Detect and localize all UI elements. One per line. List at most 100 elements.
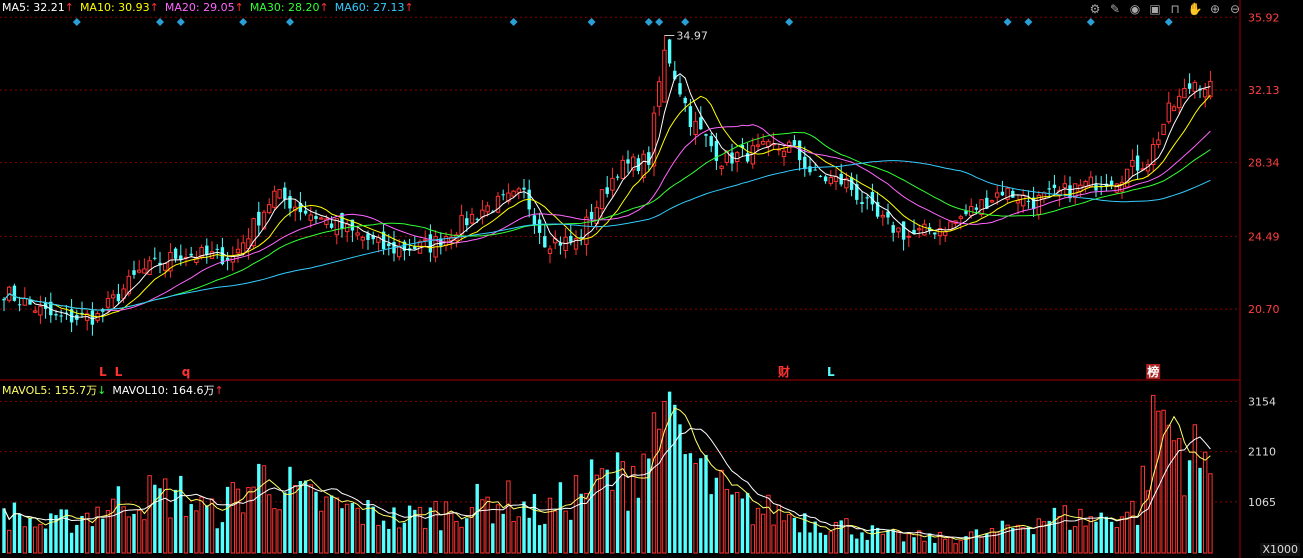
volume-bar: [880, 533, 885, 554]
candle-body: [1151, 144, 1156, 165]
volume-bar: [1145, 490, 1151, 554]
volume-bar: [813, 521, 817, 553]
volume-bar: [194, 510, 199, 554]
volume-bar: [937, 531, 943, 554]
volume-bar: [917, 530, 922, 554]
volume-bar: [1125, 511, 1130, 554]
diamond-marker: [1003, 18, 1012, 26]
candle-body: [443, 235, 449, 247]
volume-bar: [912, 537, 916, 553]
volume-bar: [1031, 534, 1036, 553]
volume-bar: [272, 508, 277, 554]
candle-body: [199, 246, 204, 258]
volume-bar: [1005, 524, 1010, 554]
candle-body: [933, 232, 937, 235]
volume-bar: [745, 493, 750, 553]
volume-bar: [797, 532, 802, 553]
candle-body: [1041, 192, 1047, 200]
candle-body: [719, 165, 724, 169]
pen-icon[interactable]: ✎: [1109, 2, 1121, 16]
candle-body: [818, 175, 823, 177]
volume-bar: [896, 530, 901, 554]
volume-bar: [667, 391, 672, 553]
diamond-marker: [681, 18, 690, 26]
candle-body: [569, 235, 573, 242]
volume-bar: [828, 531, 833, 554]
candle-body: [678, 83, 682, 95]
volume-bar: [933, 542, 937, 553]
volume-bar: [132, 513, 136, 553]
eye-icon[interactable]: ◉: [1129, 2, 1141, 16]
candle-body: [1130, 159, 1135, 167]
volume-bar: [1192, 424, 1197, 554]
lock-icon[interactable]: ⊓: [1170, 2, 1180, 16]
event-marker: 榜: [1147, 364, 1159, 379]
volume-bar: [12, 502, 17, 553]
candle-body: [875, 202, 880, 217]
candle-body: [1187, 83, 1192, 89]
candle-body: [511, 190, 516, 197]
volume-bar: [1104, 516, 1109, 553]
volume-bar: [392, 507, 396, 553]
candle-body: [272, 190, 277, 208]
candle-body: [1125, 168, 1130, 188]
volume-bar: [1026, 527, 1031, 553]
candle-body: [261, 211, 267, 230]
candle-body: [1192, 81, 1197, 92]
volume-bar: [267, 494, 272, 554]
candle-body: [1208, 80, 1213, 98]
candle-body: [1062, 183, 1067, 189]
candle-body: [371, 235, 375, 240]
zoom-in-icon[interactable]: ⊕: [1209, 2, 1221, 16]
candle-body: [28, 299, 32, 305]
volume-bar: [1011, 528, 1015, 553]
candle-body: [413, 246, 417, 250]
volume-bar: [475, 483, 479, 553]
candle-body: [475, 218, 479, 220]
volume-bar: [340, 508, 344, 553]
volume-bar: [563, 510, 568, 554]
candle-body: [724, 150, 729, 163]
candle-body: [235, 248, 241, 254]
volume-bar: [205, 505, 209, 553]
volume-bar: [28, 517, 32, 553]
volume-bar: [855, 538, 859, 553]
candle-body: [153, 257, 157, 259]
candle-body: [1052, 184, 1057, 188]
candle-body: [989, 200, 995, 203]
volume-bar: [183, 516, 189, 554]
diamond-marker: [1086, 18, 1095, 26]
hand-icon[interactable]: ✋: [1187, 2, 1203, 16]
volume-bar: [553, 510, 558, 554]
volume-bar: [314, 491, 318, 553]
volume-bar: [771, 524, 776, 554]
volume-bar: [1047, 520, 1051, 553]
volume-bar: [69, 532, 74, 553]
candle-body: [641, 153, 646, 179]
candle-body: [69, 309, 74, 323]
legend-ma20: MA20: 29.05↑: [164, 1, 244, 14]
volume-bar: [979, 536, 984, 554]
volume-bar: [906, 533, 911, 554]
zoom-out-icon[interactable]: ⊖: [1229, 2, 1241, 16]
volume-bar: [1177, 438, 1182, 554]
volume-bar: [678, 424, 682, 553]
candle-body: [298, 203, 303, 213]
candle-body: [449, 236, 454, 241]
candle-body: [964, 210, 968, 215]
candle-body: [1171, 106, 1177, 112]
volume-bar: [735, 491, 740, 554]
volume-bar: [49, 513, 53, 553]
candle-body: [849, 177, 854, 190]
candle-body: [958, 216, 963, 219]
volume-bar: [901, 541, 906, 553]
gear-icon[interactable]: ⚙: [1089, 2, 1101, 16]
volume-bar: [1187, 460, 1192, 553]
volume-bar: [116, 486, 121, 553]
box-icon[interactable]: ▣: [1149, 2, 1161, 16]
event-marker: L: [827, 365, 835, 379]
volume-bar: [543, 523, 547, 553]
volume-bar: [1156, 410, 1161, 554]
candle-body: [693, 120, 698, 135]
event-marker: L: [99, 365, 107, 379]
